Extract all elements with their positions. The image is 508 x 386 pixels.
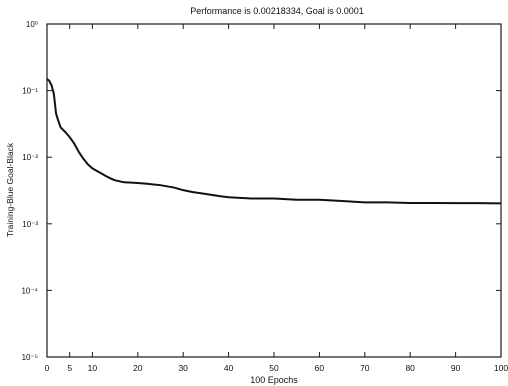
x-axis-label: 100 Epochs (250, 375, 298, 385)
plot-area (46, 23, 502, 358)
x-tick-label: 10 (88, 363, 98, 373)
series-layer (46, 78, 502, 205)
x-tick-label: 0 (45, 363, 50, 373)
y-tick-label: 10⁻⁵ (22, 353, 38, 362)
y-tick-label: 10⁻⁴ (21, 286, 38, 295)
x-tick-label: 40 (224, 363, 234, 373)
y-tick-label: 10⁰ (26, 20, 38, 29)
y-tick-label: 10⁻³ (22, 220, 38, 229)
y-tick-label: 10⁻¹ (22, 87, 38, 96)
x-tick-label: 50 (269, 363, 279, 373)
y-axis-ticks: 10⁰ 10⁻¹ 10⁻² 10⁻³ 10⁻⁴ 10⁻⁵ (21, 20, 501, 362)
x-tick-label: 100 (494, 363, 508, 373)
x-tick-label: 5 (67, 363, 72, 373)
y-tick-label: 10⁻² (22, 153, 38, 162)
x-tick-label: 90 (451, 363, 461, 373)
x-tick-label: 80 (405, 363, 415, 373)
y-axis-label: Training-Blue Goal-Black (5, 142, 15, 237)
x-tick-label: 70 (360, 363, 370, 373)
x-tick-label: 60 (315, 363, 325, 373)
x-axis-ticks: 0 5 10 20 30 40 50 60 70 80 90 100 (45, 24, 508, 373)
series-line-0 (46, 78, 502, 205)
x-tick-label: 20 (133, 363, 143, 373)
x-tick-label: 30 (178, 363, 188, 373)
chart-title: Performance is 0.00218334, Goal is 0.000… (190, 6, 364, 16)
